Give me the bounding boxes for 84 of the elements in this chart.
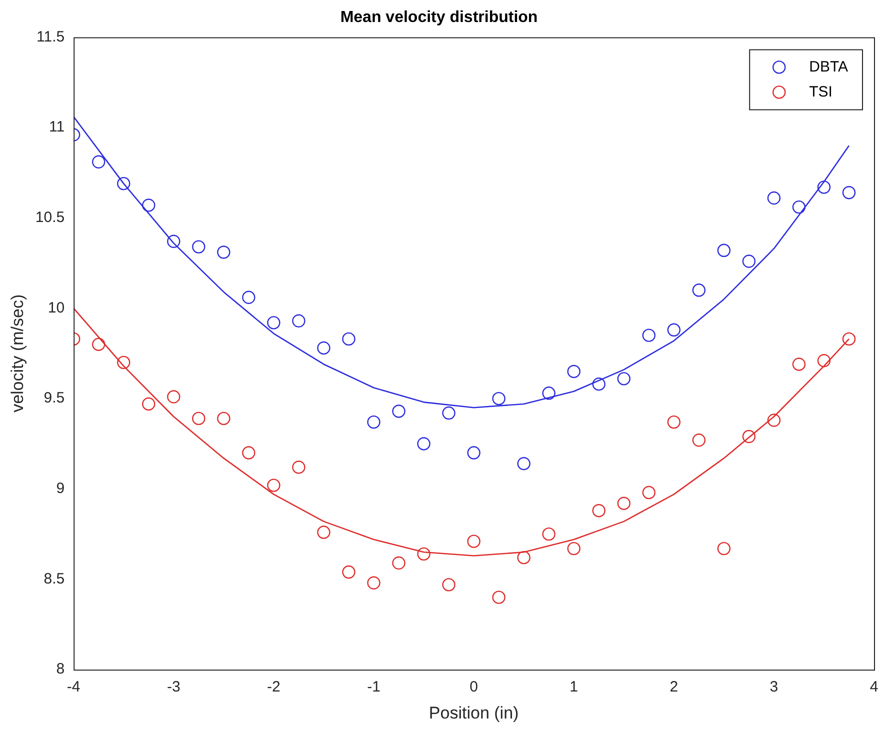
- point: [167, 390, 180, 404]
- point: [542, 527, 556, 541]
- point: [167, 234, 180, 248]
- point: [217, 246, 230, 259]
- point: [717, 542, 731, 556]
- y-tick-label: 10.5: [35, 209, 65, 226]
- x-tick-label: 3: [770, 678, 778, 696]
- point: [267, 316, 280, 330]
- point: [142, 198, 156, 212]
- point: [217, 412, 230, 426]
- point: [442, 406, 456, 420]
- point: [567, 542, 580, 556]
- point: [542, 386, 556, 400]
- point: [342, 565, 356, 579]
- point: [117, 176, 130, 190]
- point: [467, 534, 480, 548]
- x-axis-title: Position (in): [428, 703, 519, 722]
- point: [467, 446, 480, 460]
- point: [317, 526, 330, 539]
- point: [517, 457, 530, 470]
- point: [367, 576, 380, 590]
- y-tick-label: 11: [49, 118, 65, 136]
- point: [317, 341, 330, 355]
- x-tick-label: -4: [66, 678, 80, 696]
- point: [192, 412, 206, 426]
- point: [417, 437, 430, 450]
- point: [742, 430, 756, 444]
- point: [617, 372, 630, 386]
- point: [642, 486, 656, 500]
- point: [692, 284, 706, 297]
- y-tick-label: 8: [56, 660, 65, 678]
- point: [367, 415, 380, 429]
- y-tick-label: 10: [48, 299, 65, 316]
- y-tick-label: 8.5: [44, 570, 65, 588]
- point: [617, 496, 630, 510]
- x-tick-label: -3: [166, 678, 180, 696]
- point: [242, 290, 256, 304]
- point: [842, 332, 856, 346]
- x-tick-label: 2: [670, 678, 678, 696]
- point: [242, 446, 256, 460]
- y-tick-label: 9.5: [44, 390, 65, 407]
- point: [442, 578, 456, 592]
- point: [817, 180, 831, 194]
- point: [792, 358, 806, 371]
- point: [767, 414, 781, 427]
- point: [592, 378, 606, 391]
- point: [292, 460, 306, 474]
- point: [267, 478, 280, 492]
- point: [292, 314, 306, 328]
- point: [342, 332, 356, 346]
- point: [142, 397, 156, 411]
- point: [92, 155, 106, 168]
- point: [817, 354, 831, 368]
- point: [592, 504, 606, 518]
- point: [742, 254, 756, 268]
- x-tick-label: 4: [870, 678, 878, 696]
- point: [642, 328, 656, 342]
- point: [492, 392, 506, 406]
- point: [567, 364, 580, 378]
- point: [667, 415, 680, 429]
- point: [767, 191, 781, 205]
- point: [117, 356, 130, 370]
- point: [717, 244, 731, 258]
- x-tick-label: 0: [470, 678, 478, 696]
- x-tick-label: -1: [367, 678, 380, 696]
- x-tick-label: -2: [267, 678, 280, 696]
- point: [417, 547, 430, 561]
- point: [392, 404, 406, 418]
- point: [792, 200, 806, 214]
- point: [842, 186, 856, 200]
- y-tick-label: 11.5: [36, 28, 65, 46]
- legend-label: DBTA: [809, 58, 848, 76]
- point: [692, 434, 706, 447]
- point: [192, 240, 206, 254]
- y-axis-title: velocity (m/sec): [8, 294, 27, 412]
- x-tick-label: 1: [570, 678, 578, 696]
- point: [667, 323, 680, 337]
- chart-title: Mean velocity distribution: [340, 9, 538, 26]
- point: [392, 556, 406, 570]
- point: [92, 338, 106, 351]
- point: [517, 550, 530, 564]
- legend-label: TSI: [809, 83, 832, 100]
- y-tick-label: 9: [56, 480, 65, 498]
- point: [492, 590, 506, 604]
